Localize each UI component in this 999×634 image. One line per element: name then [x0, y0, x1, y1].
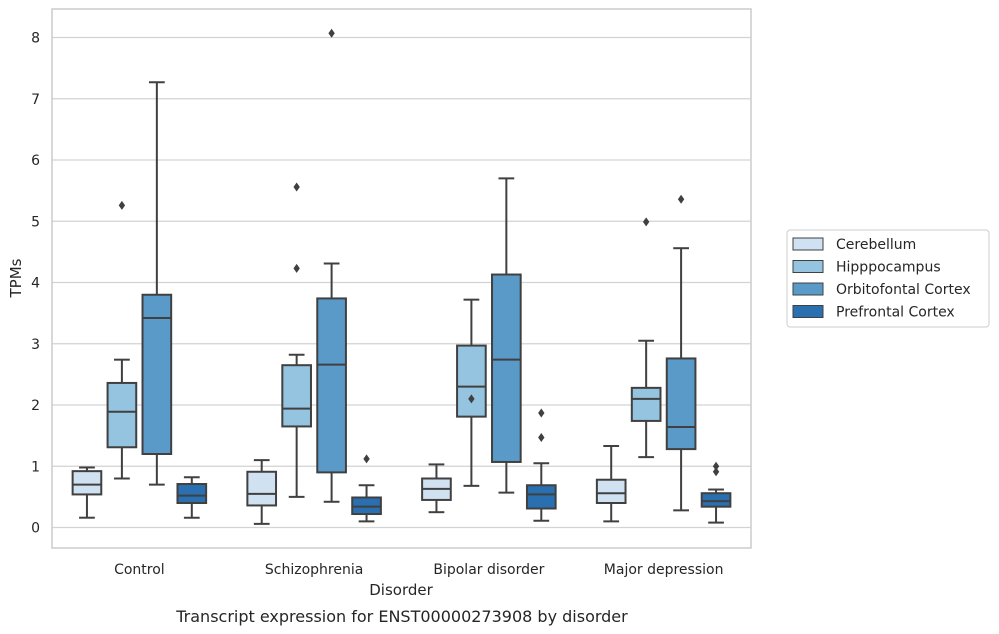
x-axis-label: Disorder	[369, 581, 433, 599]
boxes-layer	[71, 28, 732, 525]
box-body	[456, 344, 487, 418]
legend: Cerebellum Hipppocampus Orbitofontal Corte…	[786, 229, 990, 328]
legend-label: Cerebellum	[836, 237, 916, 253]
box-hipppocampus	[456, 298, 487, 487]
outlier-point	[642, 217, 650, 227]
box-body	[630, 386, 662, 422]
y-tick-label: 5	[31, 214, 40, 230]
box-cerebellum	[71, 466, 103, 519]
box-body	[316, 297, 347, 474]
chart-caption: Transcript expression for ENST0000027390…	[175, 607, 628, 626]
y-axis-label: TPMs	[7, 258, 25, 298]
box-prefrontal-cortex	[700, 461, 732, 524]
outlier-point	[538, 408, 545, 418]
box-cerebellum	[246, 459, 278, 525]
outlier-point	[118, 200, 126, 210]
outlier-point	[293, 263, 300, 273]
y-tick-label: 0	[31, 521, 40, 537]
x-tick-label: Control	[114, 562, 165, 578]
box-body	[281, 364, 312, 428]
outlier-point	[712, 461, 720, 471]
x-tick-label: Bipolar disorder	[433, 562, 544, 578]
box-body	[665, 357, 697, 451]
y-tick-label: 7	[31, 92, 40, 108]
legend-swatch	[792, 282, 824, 296]
outlier-point	[363, 454, 370, 464]
box-body	[700, 492, 732, 508]
box-body	[71, 470, 103, 496]
box-body	[106, 381, 138, 449]
legend-swatch	[792, 305, 824, 318]
box-hipppocampus	[281, 182, 312, 498]
legend-frame	[786, 229, 990, 328]
box-prefrontal-cortex	[176, 476, 208, 519]
box-body	[246, 470, 278, 507]
box-prefrontal-cortex	[525, 408, 557, 522]
box-prefrontal-cortex	[351, 454, 382, 523]
box-orbitofontal-cortex	[491, 177, 522, 494]
y-tick-label: 6	[31, 153, 40, 169]
legend-label: Orbitofontal Cortex	[836, 282, 971, 298]
legend-label: Prefrontal Cortex	[836, 305, 955, 321]
outlier-point	[677, 194, 685, 204]
box-body	[176, 483, 208, 505]
x-tick-labels: Control Schizophrenia Bipolar disorder Majo…	[114, 562, 723, 578]
box-hipppocampus	[106, 200, 138, 480]
x-tick-label: Schizophrenia	[265, 562, 363, 578]
box-hipppocampus	[630, 217, 662, 459]
box-orbitofontal-cortex	[141, 81, 173, 486]
plot-frame	[51, 8, 752, 549]
box-body	[525, 484, 557, 510]
outlier-point	[468, 394, 475, 404]
x-tick-label: Major depression	[604, 562, 724, 578]
legend-label: Hipppocampus	[836, 260, 941, 276]
y-tick-label: 1	[31, 459, 40, 475]
legend-swatch	[792, 237, 824, 251]
box-orbitofontal-cortex	[316, 28, 347, 503]
y-tick-label: 3	[31, 337, 40, 353]
y-tick-labels: 0 1 2 3 4 5 6 7 8	[31, 31, 40, 537]
box-body	[491, 273, 522, 463]
y-tick-label: 4	[31, 276, 40, 292]
box-body	[595, 478, 627, 505]
box-body	[141, 293, 173, 455]
legend-swatch	[792, 260, 824, 273]
outlier-point	[328, 28, 335, 38]
box-orbitofontal-cortex	[665, 194, 697, 512]
box-cerebellum	[421, 463, 452, 514]
outlier-point	[293, 182, 300, 192]
outlier-point	[712, 467, 720, 477]
outlier-point	[538, 432, 545, 442]
box-cerebellum	[595, 445, 627, 523]
y-tick-label: 8	[31, 31, 40, 47]
y-tick-label: 2	[31, 398, 40, 414]
